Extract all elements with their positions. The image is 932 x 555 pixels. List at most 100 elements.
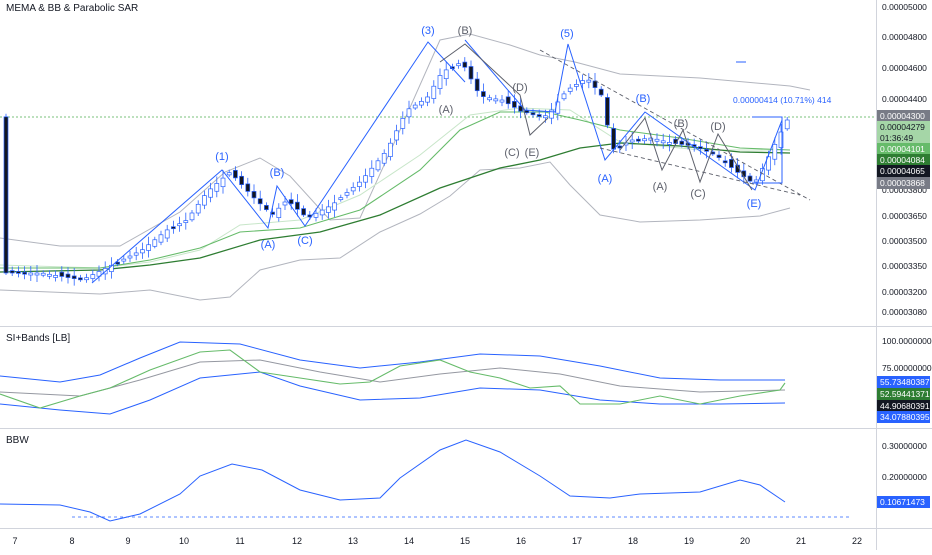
candle-body: [524, 110, 530, 114]
candle-body: [406, 108, 412, 118]
candle-body: [784, 119, 790, 130]
bollinger-upper-line: [0, 33, 811, 247]
time-axis-label: 18: [628, 536, 638, 546]
candle-body: [189, 212, 195, 221]
wave-label-gray: (E): [525, 147, 540, 159]
time-axis-label: 13: [348, 536, 358, 546]
wave-label-gray: (B): [458, 25, 473, 37]
candle-body: [487, 97, 492, 101]
candle-body: [65, 273, 71, 278]
si-lower-band: [0, 371, 786, 415]
candle-body: [357, 181, 362, 187]
candle-body: [412, 104, 418, 109]
candle-body: [313, 212, 319, 218]
wave-label-blue: (B): [636, 93, 651, 105]
candle-body: [636, 138, 641, 142]
candle-body: [400, 118, 406, 129]
candle-body: [40, 272, 46, 276]
candle-body: [747, 175, 753, 182]
si-value-tag: 52.59441371: [877, 388, 930, 400]
candle-body: [220, 177, 226, 188]
si-value-tag: 55.73480387: [877, 376, 930, 388]
wave-label-blue: (A): [598, 173, 613, 185]
price-axis-label: 0.00003080: [882, 307, 927, 317]
candle-body: [133, 252, 139, 256]
candle-body: [512, 100, 517, 108]
candle-body: [611, 128, 616, 150]
candle-body: [369, 167, 375, 177]
trend-channel-line: [539, 49, 811, 201]
time-axis-label: 8: [69, 536, 74, 546]
wave-label-blue: (3): [421, 25, 434, 37]
wave-path-gray: [619, 116, 753, 191]
wave-label-blue: (E): [747, 198, 762, 210]
price-axis-label: 0.00004600: [882, 63, 927, 73]
candle-body: [276, 207, 282, 218]
si-axis-label: 100.00000000: [882, 336, 932, 346]
candle-body: [332, 202, 337, 211]
measure-label: 0.00000414 (10.71%) 414: [733, 95, 832, 105]
candle-body: [71, 275, 77, 279]
price-axis-label: 0.00004800: [882, 32, 927, 42]
candle-body: [605, 97, 610, 126]
time-axis-label: 9: [125, 536, 130, 546]
candle-body: [394, 130, 399, 141]
candle-body: [567, 87, 573, 92]
price-axis-label: 0.00003200: [882, 287, 927, 297]
candle-body: [518, 105, 523, 112]
candle-body: [257, 198, 263, 205]
candle-body: [543, 115, 548, 119]
candle-body: [127, 255, 133, 259]
candle-body: [561, 93, 567, 100]
bbw-line: [0, 439, 786, 522]
candle-body: [580, 80, 585, 84]
candle-body: [425, 96, 430, 103]
candle-body: [295, 201, 300, 210]
candle-body: [264, 205, 269, 211]
candle-body: [530, 112, 536, 116]
bbw-pane-title: BBW: [6, 435, 29, 446]
price-axis-label: 0.00004400: [882, 94, 927, 104]
candle-body: [226, 172, 232, 176]
candle-body: [84, 277, 89, 281]
candle-body: [716, 154, 722, 158]
si-line: [0, 349, 786, 409]
price-tag: 0.00004101: [877, 143, 930, 155]
time-axis-label: 20: [740, 536, 750, 546]
candle-body: [338, 197, 344, 201]
bollinger-lower-line: [0, 161, 791, 301]
candle-body: [722, 160, 728, 164]
candle-body: [474, 78, 480, 92]
candle-body: [536, 114, 542, 117]
candle-body: [183, 220, 189, 223]
candle-body: [96, 271, 102, 277]
price-tag: 0.00004300: [877, 110, 930, 122]
candle-body: [245, 183, 251, 192]
candle-body: [481, 91, 486, 97]
candle-body: [171, 226, 176, 230]
candle-body: [704, 148, 709, 152]
si-value-tag: 34.07880395: [877, 411, 930, 423]
time-axis-label: 15: [460, 536, 470, 546]
candle-body: [251, 191, 257, 199]
candle-body: [431, 85, 437, 99]
time-axis-label: 21: [796, 536, 806, 546]
candle-body: [146, 244, 151, 251]
candle-body: [698, 146, 703, 150]
time-axis-label: 19: [684, 536, 694, 546]
candle-body: [344, 192, 350, 196]
candle-body: [152, 239, 158, 247]
candle-body: [375, 160, 381, 171]
candle-body: [22, 271, 27, 275]
candle-body: [214, 183, 220, 192]
si-pane-title: SI+Bands [LB]: [6, 333, 71, 344]
candle-body: [462, 61, 468, 68]
candle-body: [729, 159, 734, 168]
wave-label-blue: (5): [560, 28, 573, 40]
candle-body: [326, 206, 331, 213]
candle-body: [350, 186, 356, 192]
wave-label-gray: (D): [512, 82, 527, 94]
candle-body: [642, 138, 647, 142]
price-tag: 0.00004279: [877, 121, 930, 133]
